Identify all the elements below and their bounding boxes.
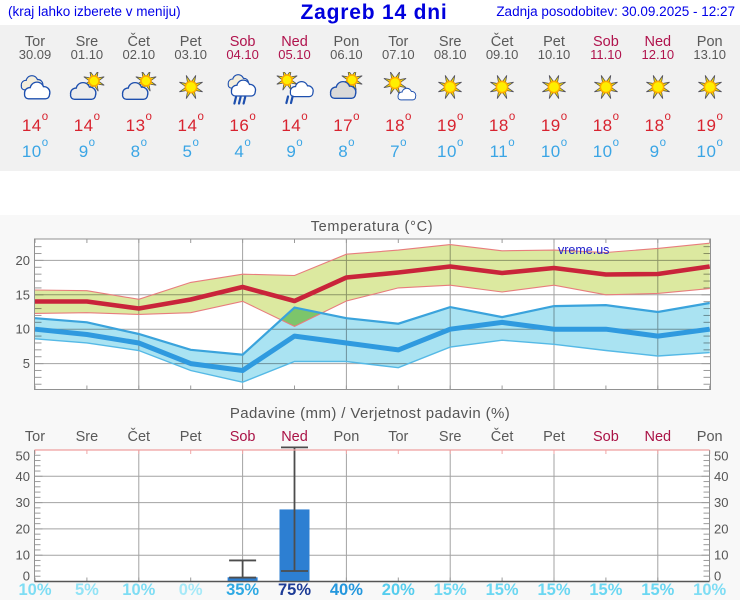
svg-text:40: 40 bbox=[16, 469, 30, 484]
svg-text:5: 5 bbox=[23, 356, 30, 371]
svg-text:0: 0 bbox=[714, 569, 721, 584]
svg-text:15: 15 bbox=[16, 287, 30, 302]
svg-text:10: 10 bbox=[16, 322, 30, 337]
svg-text:50: 50 bbox=[714, 449, 728, 464]
svg-text:20: 20 bbox=[16, 253, 30, 268]
svg-text:vreme.us: vreme.us bbox=[558, 243, 609, 257]
svg-text:40: 40 bbox=[714, 469, 728, 484]
svg-text:0: 0 bbox=[23, 569, 30, 584]
svg-text:20: 20 bbox=[714, 521, 728, 536]
svg-text:10: 10 bbox=[714, 548, 728, 563]
svg-text:20: 20 bbox=[16, 521, 30, 536]
svg-text:30: 30 bbox=[16, 495, 30, 510]
svg-text:50: 50 bbox=[16, 449, 30, 464]
svg-text:10: 10 bbox=[16, 548, 30, 563]
svg-text:30: 30 bbox=[714, 495, 728, 510]
